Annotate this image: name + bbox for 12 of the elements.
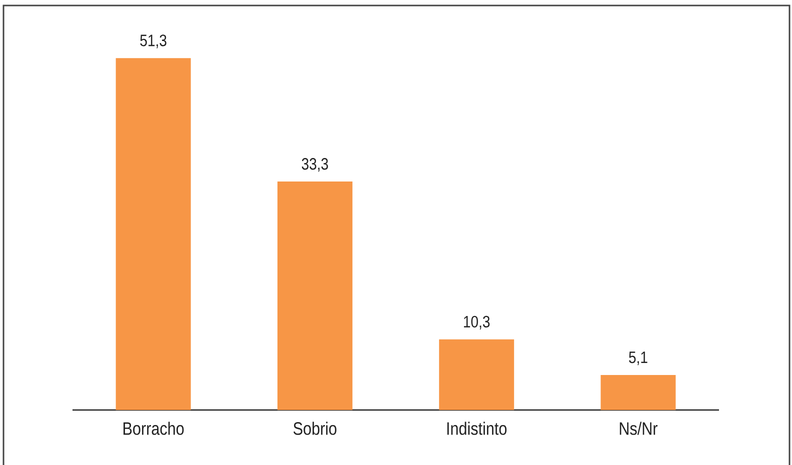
x-tick-label: Ns/Nr bbox=[620, 422, 658, 435]
data-label: 33,3 bbox=[302, 158, 328, 172]
bar bbox=[439, 339, 514, 410]
x-tick-label: Indistinto bbox=[447, 422, 507, 435]
x-tick-label: Sobrio bbox=[294, 422, 336, 435]
bar bbox=[277, 182, 352, 410]
x-tick-label: Borracho bbox=[124, 422, 184, 435]
data-label: 10,3 bbox=[464, 316, 490, 330]
data-label: 5,1 bbox=[629, 352, 648, 366]
bar bbox=[116, 58, 191, 410]
data-label: 51,3 bbox=[140, 34, 166, 48]
bar bbox=[600, 375, 676, 410]
